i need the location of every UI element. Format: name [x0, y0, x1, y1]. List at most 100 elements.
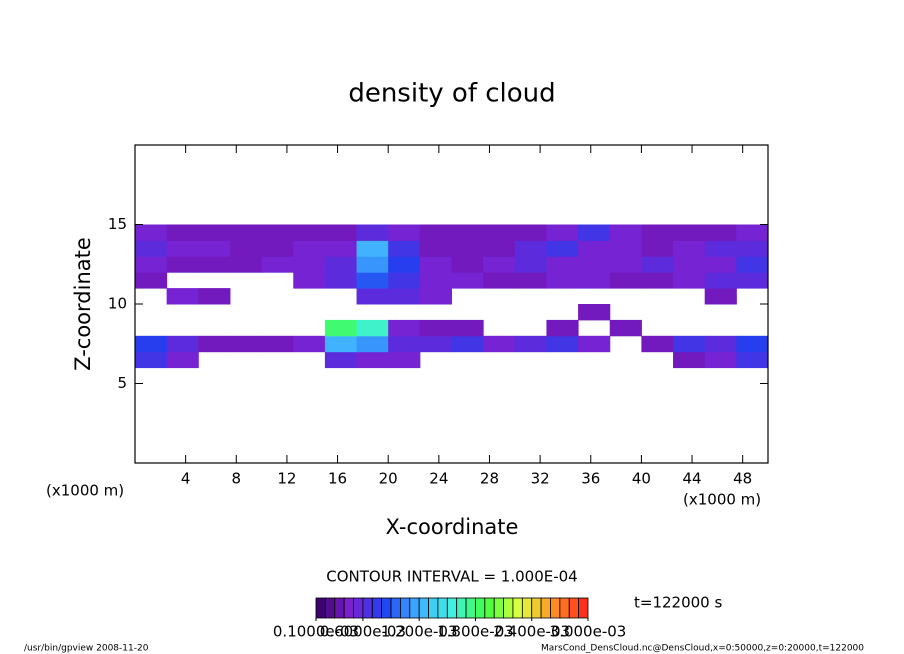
cell	[736, 272, 769, 289]
cell	[135, 272, 168, 289]
cell	[356, 224, 389, 241]
colorbar-box	[568, 597, 580, 619]
x-unit-label: (x1000 m)	[683, 491, 761, 509]
colorbar-box	[475, 597, 486, 619]
x-tick-label: 16	[328, 470, 347, 488]
cell	[388, 288, 421, 305]
cell	[704, 224, 737, 241]
cell	[641, 240, 674, 257]
cell	[546, 319, 579, 337]
cell	[704, 240, 737, 257]
cell	[293, 240, 326, 257]
cell	[324, 351, 358, 369]
x-tick-label: 28	[480, 470, 499, 488]
cell	[451, 335, 484, 353]
cell	[704, 351, 737, 369]
cell	[673, 224, 706, 241]
cell	[673, 240, 706, 257]
y-tick-label: 5	[117, 374, 127, 392]
colorbar-box	[371, 597, 383, 619]
cell	[673, 272, 706, 289]
cell	[578, 240, 611, 257]
cell	[736, 335, 769, 353]
cell	[514, 256, 547, 273]
cell	[356, 319, 389, 337]
cell	[293, 256, 326, 273]
cell	[419, 224, 452, 241]
colorbar-box	[531, 597, 542, 619]
cell	[578, 304, 611, 321]
colorbar-box	[465, 597, 476, 619]
field	[135, 224, 769, 369]
cell	[135, 224, 168, 241]
cell	[704, 335, 737, 353]
colorbar-box	[559, 597, 570, 619]
cell	[166, 335, 199, 353]
cell	[166, 288, 199, 305]
cell	[704, 288, 737, 305]
cell	[609, 240, 642, 257]
cell	[135, 256, 168, 273]
cell	[324, 272, 358, 289]
contour-interval: CONTOUR INTERVAL = 1.000E-04	[326, 568, 577, 586]
cell	[451, 240, 484, 257]
colorbar-box	[353, 597, 364, 619]
colorbar-box	[324, 597, 336, 619]
cell	[514, 272, 547, 289]
cell	[229, 240, 263, 257]
colorbar-box	[418, 597, 429, 619]
cell	[704, 256, 737, 273]
x-tick-label: 36	[581, 470, 600, 488]
cell	[419, 288, 452, 305]
cell	[483, 272, 516, 289]
cell	[261, 256, 294, 273]
y-tick-label: 10	[108, 295, 127, 313]
cell	[135, 240, 168, 257]
cell	[641, 256, 674, 273]
cell	[293, 335, 326, 353]
cell	[198, 224, 231, 241]
cell	[324, 319, 358, 337]
colorbar-box	[362, 597, 373, 619]
cell	[419, 272, 452, 289]
cell	[388, 256, 421, 273]
colorbar-tick-label: 0.6000e-03	[320, 623, 406, 641]
cell	[546, 240, 579, 257]
cell	[388, 335, 421, 353]
cell	[324, 240, 358, 257]
cell	[736, 351, 769, 369]
cell	[356, 288, 389, 305]
x-tick-label: 24	[429, 470, 448, 488]
cell	[419, 240, 452, 257]
cell	[356, 351, 389, 369]
cell	[578, 256, 611, 273]
x-tick-label: 8	[232, 470, 242, 488]
colorbar-tick-label: 0.1000e-03	[273, 623, 359, 641]
cell	[451, 272, 484, 289]
colorbar-box	[428, 597, 439, 619]
x-tick-label: 48	[733, 470, 752, 488]
cell	[356, 240, 389, 257]
colorbar-box	[437, 597, 448, 619]
colorbar-box	[456, 597, 467, 619]
cell	[356, 272, 389, 289]
x-tick-label: 20	[379, 470, 398, 488]
x-tick-label: 44	[682, 470, 701, 488]
cell	[483, 335, 516, 353]
cell	[261, 240, 294, 257]
cell	[546, 256, 579, 273]
colorbar-box	[503, 597, 514, 619]
time-label: t=122000 s	[634, 594, 722, 612]
cell	[578, 335, 611, 353]
cell	[166, 256, 199, 273]
cell	[546, 224, 579, 241]
y-axis-title: Z-coordinate	[71, 237, 95, 371]
cell	[356, 335, 389, 353]
colorbar-box	[540, 597, 551, 619]
cell	[736, 224, 769, 241]
cell	[388, 319, 421, 337]
cell	[514, 335, 547, 353]
x-axis-title: X-coordinate	[386, 515, 519, 539]
cell	[388, 240, 421, 257]
cell	[578, 272, 611, 289]
